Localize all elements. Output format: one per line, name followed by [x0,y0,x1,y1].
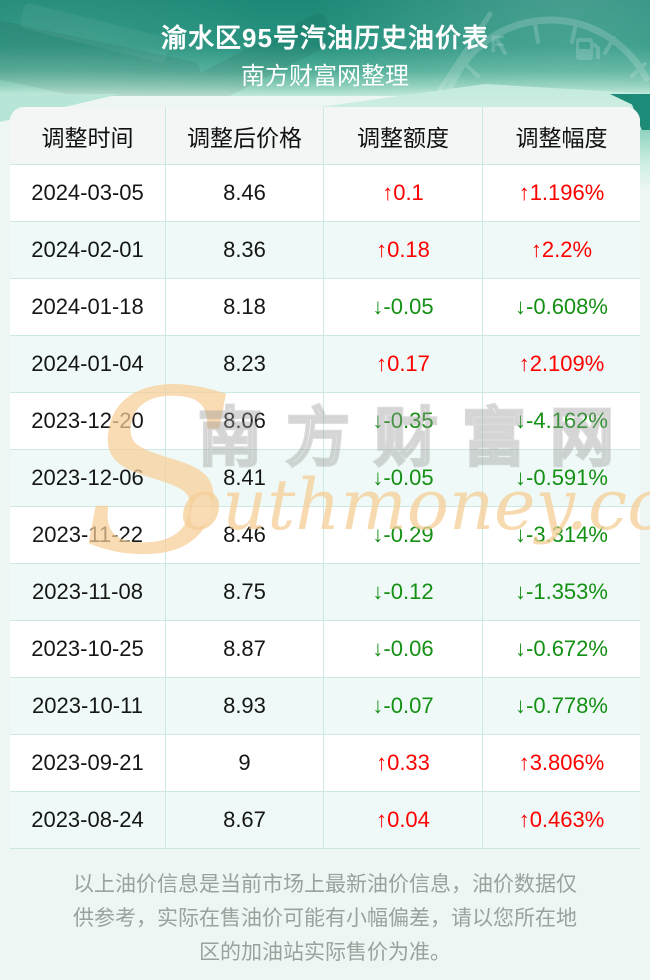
cell-adjust-date: 2023-10-11 [32,693,143,718]
cell-price-after: 8.67 [165,792,323,848]
column-header-price-after: 调整后价格 [165,107,323,164]
banner: F 渝水区95号汽油历史油价表 南方财富网整理 [0,0,650,96]
cell-adjust-date: 2023-09-21 [31,750,144,775]
cell-adjust-amount: ↓-0.12 [323,564,482,620]
table-row: 2023-10-11 8.93 ↓-0.07 ↓-0.778% [10,677,640,734]
cell-adjust-rate: ↑1.196% [482,165,640,221]
table-row: 2023-12-06 8.41 ↓-0.05 ↓-0.591% [10,449,640,506]
page-subtitle: 南方财富网整理 [241,63,409,90]
cell-price-after: 8.41 [165,450,323,506]
cell-adjust-rate: ↓-0.778% [482,678,640,734]
cell-adjust-date: 2023-10-25 [31,636,144,661]
fuel-gauge-icon: F [435,11,650,96]
cell-adjust-amount: ↑0.1 [323,165,482,221]
page-title: 渝水区95号汽油历史油价表 [161,23,489,53]
cell-adjust-amount: ↑0.33 [323,735,482,791]
cell-adjust-rate: ↓-4.162% [482,393,640,449]
table-row: 2024-02-01 8.36 ↑0.18 ↑2.2% [10,221,640,278]
banner-glow-decoration [0,0,650,96]
table-row: 2023-11-22 8.46 ↓-0.29 ↓-3.314% [10,506,640,563]
column-header-adjust-time: 调整时间 [41,124,134,151]
cell-price-after: 8.87 [165,621,323,677]
cell-adjust-amount: ↓-0.29 [323,507,482,563]
table-row: 2023-12-20 8.06 ↓-0.35 ↓-4.162% [10,392,640,449]
cell-price-after: 8.06 [165,393,323,449]
cell-adjust-date: 2024-03-05 [31,180,144,205]
column-header-adjust-rate: 调整幅度 [482,107,640,164]
cell-price-after: 8.46 [165,165,323,221]
table-row: 2024-01-18 8.18 ↓-0.05 ↓-0.608% [10,278,640,335]
fuel-pump-nozzle-icon [0,3,335,96]
cell-adjust-amount: ↓-0.06 [323,621,482,677]
cell-price-after: 8.93 [165,678,323,734]
table-row: 2023-11-08 8.75 ↓-0.12 ↓-1.353% [10,563,640,620]
cell-adjust-amount: ↑0.18 [323,222,482,278]
cell-adjust-amount: ↑0.04 [323,792,482,848]
cell-adjust-amount: ↓-0.05 [323,450,482,506]
cell-adjust-rate: ↓-1.353% [482,564,640,620]
cell-adjust-date: 2023-11-08 [32,579,143,604]
cell-adjust-amount: ↓-0.05 [323,279,482,335]
cell-price-after: 8.36 [165,222,323,278]
cell-price-after: 8.75 [165,564,323,620]
price-table: 调整时间 调整后价格 调整额度 调整幅度 2024-03-05 8.46 ↑0.… [10,107,640,849]
cell-adjust-date: 2023-12-06 [31,465,144,490]
cell-adjust-amount: ↓-0.35 [323,393,482,449]
cell-adjust-rate: ↓-0.672% [482,621,640,677]
cell-adjust-amount: ↓-0.07 [323,678,482,734]
cell-price-after: 8.46 [165,507,323,563]
cell-adjust-date: 2024-01-04 [31,351,144,376]
cell-adjust-rate: ↓-3.314% [482,507,640,563]
table-row: 2023-08-24 8.67 ↑0.04 ↑0.463% [10,791,640,848]
table-body: 2024-03-05 8.46 ↑0.1 ↑1.196% 2024-02-01 … [10,164,640,848]
cell-adjust-date: 2024-02-01 [31,237,144,262]
cell-adjust-rate: ↓-0.608% [482,279,640,335]
table-row: 2023-09-21 9 ↑0.33 ↑3.806% [10,734,640,791]
cell-adjust-date: 2023-08-24 [31,807,144,832]
svg-text:F: F [490,31,505,58]
table-row: 2024-03-05 8.46 ↑0.1 ↑1.196% [10,164,640,221]
table-row: 2024-01-04 8.23 ↑0.17 ↑2.109% [10,335,640,392]
cell-adjust-rate: ↓-0.591% [482,450,640,506]
table-header-row: 调整时间 调整后价格 调整额度 调整幅度 [10,107,640,164]
cell-price-after: 8.23 [165,336,323,392]
cell-adjust-date: 2023-11-22 [32,522,143,547]
cell-adjust-rate: ↑2.2% [482,222,640,278]
cell-adjust-rate: ↑3.806% [482,735,640,791]
cell-price-after: 8.18 [165,279,323,335]
cell-price-after: 9 [165,735,323,791]
disclaimer-text: 以上油价信息是当前市场上最新油价信息，油价数据仅供参考，实际在售油价可能有小幅偏… [73,873,577,964]
cell-adjust-rate: ↑0.463% [482,792,640,848]
cell-adjust-date: 2023-12-20 [31,408,144,433]
table-row: 2023-10-25 8.87 ↓-0.06 ↓-0.672% [10,620,640,677]
cell-adjust-amount: ↑0.17 [323,336,482,392]
cell-adjust-rate: ↑2.109% [482,336,640,392]
column-header-adjust-amount: 调整额度 [323,107,482,164]
cell-adjust-date: 2024-01-18 [31,294,144,319]
